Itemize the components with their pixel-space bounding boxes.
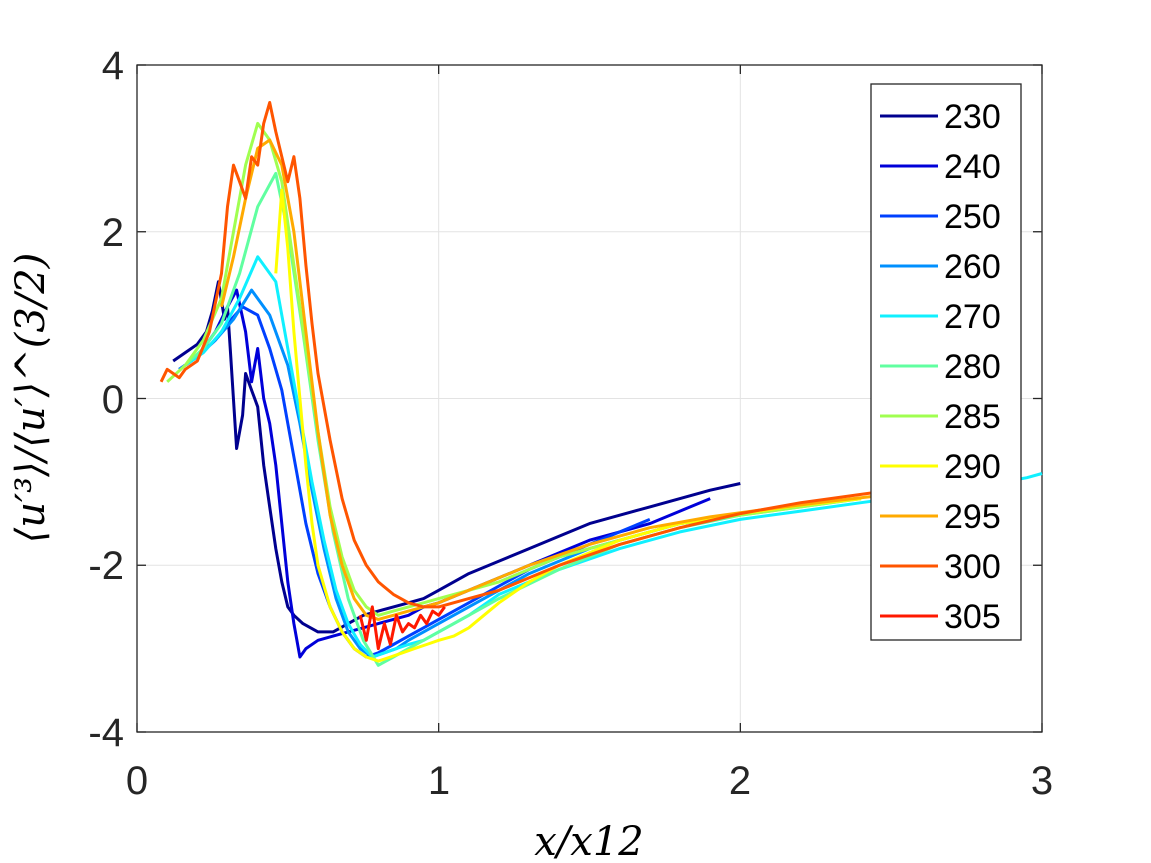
legend-entry-280: 280 — [880, 348, 1001, 386]
y-tick-label: 4 — [102, 44, 124, 88]
legend-entry-305: 305 — [880, 598, 1001, 636]
legend-entry-260: 260 — [880, 248, 1001, 286]
legend-label: 230 — [944, 98, 1001, 136]
legend-entry-290: 290 — [880, 448, 1001, 486]
x-tick-label: 1 — [428, 759, 450, 803]
y-tick-label: -4 — [88, 711, 124, 755]
legend-entry-230: 230 — [880, 98, 1001, 136]
legend-entry-250: 250 — [880, 198, 1001, 236]
y-tick-label: 0 — [102, 378, 124, 422]
axis-ticks — [136, 64, 1043, 733]
legend-entry-300: 300 — [880, 548, 1001, 586]
legend-entry-270: 270 — [880, 298, 1001, 336]
series-line-300 — [159, 101, 922, 609]
series-lines — [159, 101, 1043, 667]
legend: 230 240 250 260 270 280 285 290 295 300 305 — [870, 83, 1022, 641]
legend-label: 285 — [944, 398, 1001, 436]
legend-label: 305 — [944, 598, 1001, 636]
series-line-270 — [184, 255, 1043, 659]
x-axis-label: x/x12 — [534, 819, 644, 863]
x-tick-label: 3 — [1031, 759, 1053, 803]
y-tick-label: -2 — [88, 544, 124, 588]
legend-label: 295 — [944, 498, 1001, 536]
y-axis-label: ⟨u′³⟩/⟨u′⟩^(3/2) — [8, 253, 54, 544]
series-line-290 — [274, 188, 862, 663]
legend-label: 270 — [944, 298, 1001, 336]
series-line-305 — [358, 605, 446, 651]
legend-label: 240 — [944, 148, 1001, 186]
legend-entry-285: 285 — [880, 398, 1001, 436]
x-tick-labels: 0 1 2 3 — [126, 759, 1053, 803]
legend-label: 280 — [944, 348, 1001, 386]
y-tick-labels: 4 2 0 -2 -4 — [88, 44, 124, 755]
legend-label: 300 — [944, 548, 1001, 586]
series-line-295 — [220, 138, 892, 621]
legend-entry-240: 240 — [880, 148, 1001, 186]
legend-label: 290 — [944, 448, 1001, 486]
y-tick-label: 2 — [102, 211, 124, 255]
legend-box — [870, 83, 1022, 641]
legend-label: 260 — [944, 248, 1001, 286]
legend-label: 250 — [944, 198, 1001, 236]
x-tick-label: 2 — [729, 759, 751, 803]
legend-entry-295: 295 — [880, 498, 1001, 536]
x-tick-label: 0 — [126, 759, 148, 803]
